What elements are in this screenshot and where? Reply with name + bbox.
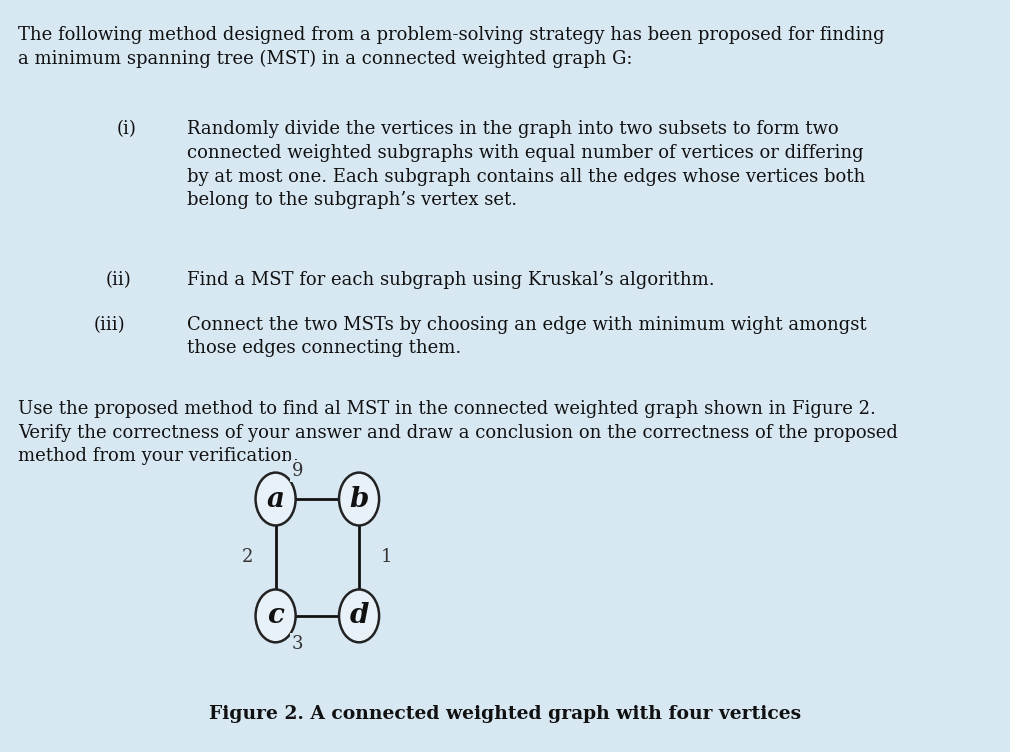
Text: The following method designed from a problem-solving strategy has been proposed : The following method designed from a pro… (18, 26, 885, 68)
Text: 1: 1 (381, 548, 393, 566)
Text: Figure 2. A connected weighted graph with four vertices: Figure 2. A connected weighted graph wit… (209, 705, 801, 723)
Text: c: c (268, 602, 284, 629)
Text: d: d (349, 602, 369, 629)
Ellipse shape (256, 590, 296, 642)
Text: (i): (i) (116, 120, 136, 138)
Ellipse shape (339, 472, 379, 526)
Text: Connect the two MSTs by choosing an edge with minimum wight amongst
those edges : Connect the two MSTs by choosing an edge… (187, 316, 867, 357)
Text: (iii): (iii) (94, 316, 125, 334)
Ellipse shape (339, 590, 379, 642)
Text: 9: 9 (292, 462, 304, 481)
Text: b: b (349, 486, 369, 513)
Text: Find a MST for each subgraph using Kruskal’s algorithm.: Find a MST for each subgraph using Krusk… (187, 271, 714, 289)
Text: Use the proposed method to find al MST in the connected weighted graph shown in : Use the proposed method to find al MST i… (18, 400, 898, 465)
Text: Randomly divide the vertices in the graph into two subsets to form two
connected: Randomly divide the vertices in the grap… (187, 120, 866, 209)
Text: 2: 2 (242, 548, 254, 566)
Text: a: a (267, 486, 285, 513)
Text: 3: 3 (292, 635, 304, 653)
Ellipse shape (256, 472, 296, 526)
Text: (ii): (ii) (106, 271, 131, 289)
